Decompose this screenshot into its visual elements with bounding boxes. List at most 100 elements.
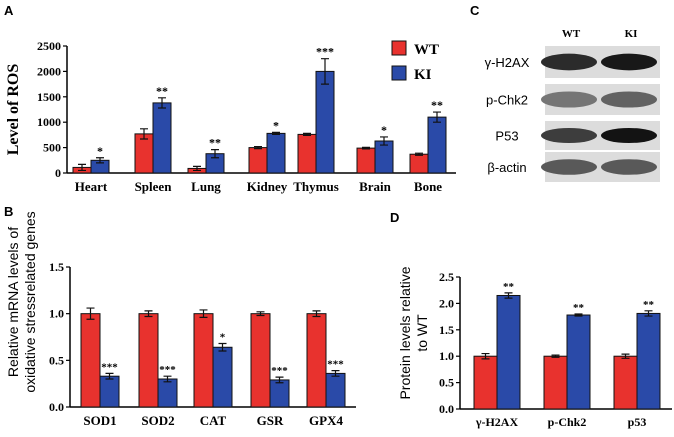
x-tick-label: p-Chk2 [548, 415, 587, 429]
significance-marker: ** [503, 281, 515, 293]
significance-marker: *** [101, 361, 118, 373]
y-tick-label: 2.5 [439, 270, 454, 284]
x-tick-label: Heart [75, 179, 108, 194]
legend-swatch-ki [391, 65, 407, 81]
significance-marker: * [273, 118, 279, 132]
bar-ki [496, 294, 521, 410]
legend-swatch-wt [391, 40, 407, 56]
y-tick-label: 2.0 [439, 296, 454, 310]
y-tick-label: 2000 [37, 64, 61, 78]
error-bar [504, 292, 513, 299]
significance-marker: *** [159, 364, 176, 376]
significance-marker: ** [209, 136, 221, 150]
y-tick-label: 2500 [37, 39, 61, 53]
error-bar [96, 157, 104, 164]
bar-wt [613, 355, 638, 410]
legend-label: WT [414, 42, 439, 58]
blot-row-label: p-Chk2 [486, 93, 528, 108]
error-bar [163, 375, 172, 383]
y-axis-label: Level of ROS [5, 64, 22, 156]
bar-ki [636, 312, 661, 410]
bar-wt [306, 313, 327, 408]
error-bar [481, 352, 490, 360]
bar-ki [374, 140, 394, 174]
significance-marker: ** [643, 299, 655, 311]
error-bar [140, 128, 148, 140]
y-tick-label: 1.5 [439, 323, 454, 337]
y-tick-label: 1000 [37, 115, 61, 129]
bar-ki [99, 375, 120, 408]
panel-label-b: B [4, 204, 13, 219]
error-bar [574, 313, 583, 317]
panel-label-d: D [390, 210, 399, 225]
panel-label-a: A [4, 3, 14, 18]
blot-row-label: P53 [495, 129, 518, 144]
blot-column-label: KI [625, 28, 638, 40]
bar-ki [152, 102, 172, 174]
blot-column-label: WT [562, 28, 581, 40]
significance-marker: * [97, 144, 103, 158]
y-tick-label: 0.0 [49, 400, 64, 414]
y-tick-label: 1.0 [49, 307, 64, 321]
error-bar [331, 370, 340, 377]
y-axis-label: Protein levels relative [397, 266, 413, 399]
bar-wt [297, 133, 317, 174]
blot-band [541, 127, 597, 144]
significance-marker: *** [316, 45, 334, 59]
significance-marker: *** [271, 365, 288, 377]
x-tick-label: Brain [359, 179, 392, 194]
bar-ki [566, 314, 591, 410]
error-bar [380, 136, 388, 146]
x-tick-label: SOD1 [83, 413, 116, 428]
bar-wt [193, 313, 214, 408]
error-bar [621, 353, 630, 359]
bar-ki [427, 116, 447, 174]
error-bar [193, 165, 201, 172]
y-tick-label: 1.5 [49, 260, 64, 274]
western-blot: WT KI γ-H2AX p-Chk2 P53 β-actin [485, 28, 660, 182]
blot-band [541, 91, 597, 108]
x-tick-label: SOD2 [141, 413, 174, 428]
y-tick-label: 0.0 [439, 402, 454, 416]
error-bar [158, 97, 166, 109]
error-bar [275, 376, 284, 384]
bar-wt [248, 147, 268, 174]
significance-marker: ** [573, 302, 585, 314]
chart-b-mrna: 0.0 0.5 1.0 1.5 SOD1 *** SOD2 *** CAT * GSR *** GPX4… [5, 211, 356, 428]
significance-marker: ** [431, 98, 443, 112]
error-bar [415, 152, 423, 156]
bar-ki [212, 346, 233, 408]
error-bar [321, 58, 329, 85]
error-bar [105, 372, 114, 380]
bar-ki [325, 372, 346, 408]
bar-ki [315, 70, 335, 174]
blot-row-label: γ-H2AX [485, 55, 530, 70]
x-tick-label: p53 [628, 415, 647, 429]
error-bar [254, 145, 262, 150]
blot-band [541, 159, 597, 175]
bar-wt [250, 313, 271, 408]
x-tick-label: Kidney [247, 179, 288, 194]
blot-row-label: β-actin [487, 160, 526, 175]
error-bar [218, 342, 227, 352]
x-tick-label: Lung [191, 179, 221, 194]
bar-wt [356, 147, 376, 174]
bar-wt [138, 313, 159, 408]
significance-marker: *** [327, 359, 344, 371]
legend-label: KI [414, 67, 432, 83]
y-axis-label: Relative mRNA levels of [5, 227, 21, 377]
significance-marker: * [220, 332, 226, 344]
error-bar [144, 310, 153, 318]
y-axis-label: to WT [414, 314, 430, 352]
blot-band [601, 159, 657, 175]
bar-wt [134, 133, 154, 174]
x-tick-label: Spleen [135, 179, 173, 194]
error-bar [272, 131, 280, 135]
y-tick-label: 0 [55, 166, 61, 180]
chart-a-ros: 05001000150020002500Heart*Spleen**Lung**… [5, 39, 456, 194]
error-bar [644, 310, 653, 317]
panel-label-c: C [470, 3, 480, 18]
bar-wt [80, 313, 101, 408]
significance-marker: * [381, 123, 387, 137]
